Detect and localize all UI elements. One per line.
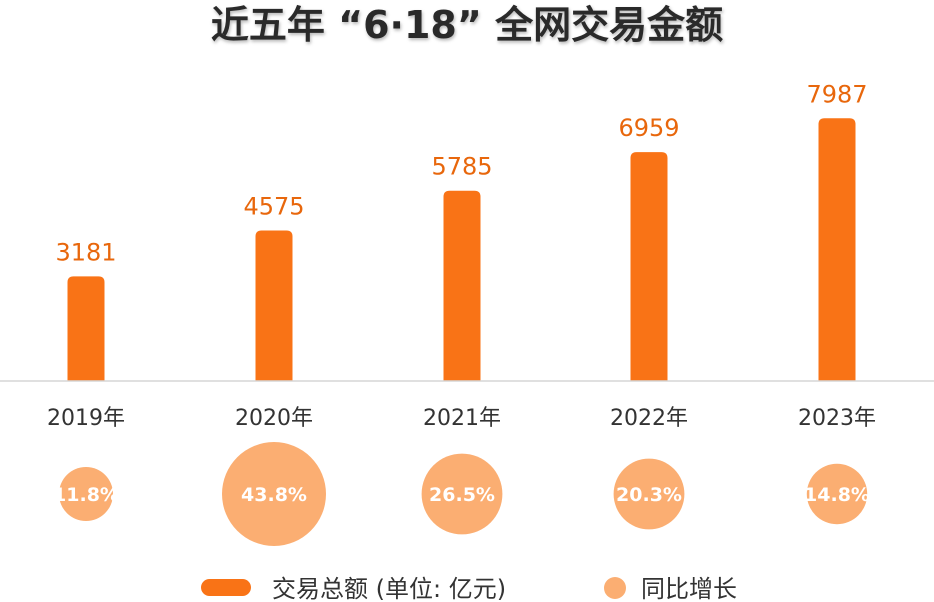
growth-bubble-3 (613, 458, 685, 530)
bar-value-label-0: 3181 (55, 238, 116, 266)
x-tick-label-3: 2022年 (610, 406, 688, 431)
bars-layer (67, 118, 856, 381)
growth-bubble-label-2: 26.5% (429, 484, 495, 506)
x-tick-label-0: 2019年 (47, 406, 125, 431)
bar-value-label-3: 6959 (618, 114, 679, 142)
legend-swatch-growth (604, 577, 626, 599)
tick-labels-layer: 2019年 2020年 2021年 2022年 2023年 (47, 406, 876, 431)
bar-value-label-4: 7987 (806, 80, 867, 108)
growth-bubble-4 (806, 463, 868, 525)
legend: 交易总额 (单位: 亿元) 同比增长 (201, 575, 737, 602)
bar-3 (630, 152, 668, 381)
growth-bubble-label-1: 43.8% (241, 484, 307, 506)
growth-bubble-2 (421, 453, 503, 535)
bar-0 (67, 276, 105, 381)
bar-value-label-1: 4575 (243, 193, 304, 221)
legend-label-total: 交易总额 (单位: 亿元) (272, 575, 506, 602)
legend-label-growth: 同比增长 (641, 575, 737, 602)
growth-bubble-label-4: 14.8% (804, 484, 870, 506)
bar-4 (818, 118, 856, 381)
growth-bubble-0 (59, 467, 113, 521)
x-tick-label-1: 2020年 (235, 406, 313, 431)
bar-2 (443, 190, 481, 381)
bar-value-label-2: 5785 (431, 153, 492, 181)
value-labels-layer: 3181 4575 5785 6959 7987 (55, 80, 867, 266)
bar-1 (255, 230, 293, 381)
growth-bubble-label-3: 20.3% (616, 484, 682, 506)
growth-bubble-1 (222, 442, 326, 546)
legend-swatch-total (201, 579, 251, 596)
x-tick-label-2: 2021年 (423, 406, 501, 431)
growth-bubble-label-0: 11.8% (53, 484, 119, 506)
x-tick-label-4: 2023年 (798, 406, 876, 431)
chart-title: 近五年 “6·18” 全网交易金额 (211, 3, 723, 47)
bubbles-layer: 11.8% 43.8% 26.5% 20.3% 14.8% (53, 442, 870, 546)
